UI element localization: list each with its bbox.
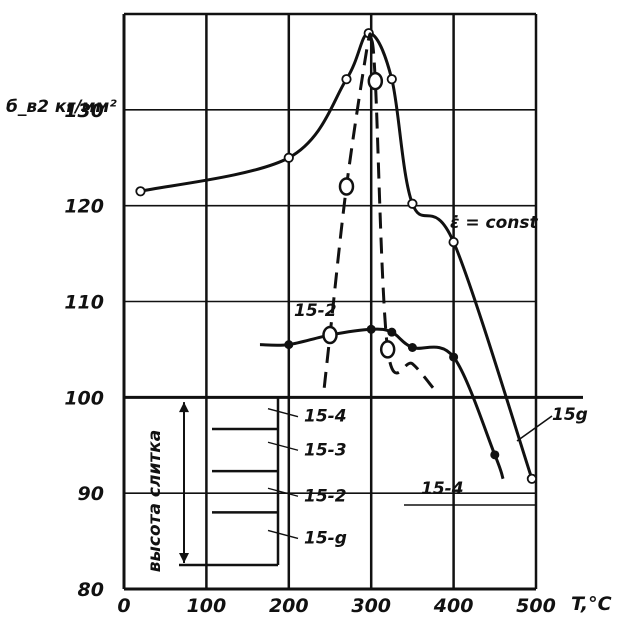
inset-label: 15-4 — [304, 407, 347, 427]
x-tick-label: 300 — [351, 595, 391, 617]
y-tick-label: 90 — [78, 483, 104, 505]
annotation-condition: ε̇ = const — [450, 213, 539, 233]
height-arrow-head — [179, 553, 189, 564]
grid-layer — [122, 12, 583, 591]
data-point — [448, 236, 459, 248]
annotation-15-4: 15-4 — [421, 479, 464, 499]
inset-leader — [267, 529, 299, 540]
x-tick-label: 400 — [433, 595, 474, 617]
data-point — [407, 198, 418, 209]
data-point — [379, 340, 396, 359]
annotation-15g: 15g — [552, 405, 588, 425]
inset-label: 15-g — [304, 528, 347, 548]
x-tick-label: 100 — [187, 595, 227, 617]
height-arrow-head — [179, 402, 189, 413]
series-layer — [135, 28, 537, 484]
x-tick-label: 500 — [516, 595, 556, 617]
data-point — [135, 186, 146, 197]
data-point — [322, 325, 338, 345]
inset-label: 15-2 — [304, 486, 347, 506]
leader-15g — [516, 415, 553, 442]
inset-label: 15-3 — [304, 440, 347, 460]
data-point — [366, 324, 376, 334]
y-tick-label: 80 — [78, 579, 104, 601]
data-point — [283, 152, 294, 163]
x-axis-label: T,°C — [571, 593, 612, 615]
data-point — [449, 352, 459, 362]
y-tick-label: 120 — [64, 196, 104, 218]
data-point — [526, 473, 537, 484]
label-layer: 0 100 200 300 400 500 80 90 100 110 120 130 T,°C б_в2… — [6, 97, 612, 617]
y-tick-label: 130 — [64, 100, 104, 122]
y-axis-label: б_в2 кг/мм² — [6, 97, 117, 117]
data-point — [387, 327, 397, 337]
x-tick-label: 0 — [117, 595, 130, 617]
inset-leader — [267, 441, 299, 451]
data-point — [338, 177, 355, 196]
data-point — [386, 74, 397, 85]
inset-title: высота слитка — [145, 430, 165, 572]
annotation-15-2: 15-2 — [294, 301, 337, 321]
data-point — [341, 74, 352, 85]
data-point — [284, 340, 294, 350]
data-point — [367, 71, 384, 91]
x-tick-label: 200 — [269, 595, 309, 617]
ingot-height-inset: 15-4 15-3 15-2 15-g высота слитка — [145, 397, 347, 572]
inset-leader — [267, 487, 299, 497]
y-tick-label: 110 — [64, 292, 104, 314]
data-point — [490, 450, 500, 460]
inset-leader — [267, 408, 299, 418]
y-tick-label: 100 — [64, 387, 104, 409]
series-line — [369, 37, 435, 389]
data-point — [407, 343, 417, 352]
